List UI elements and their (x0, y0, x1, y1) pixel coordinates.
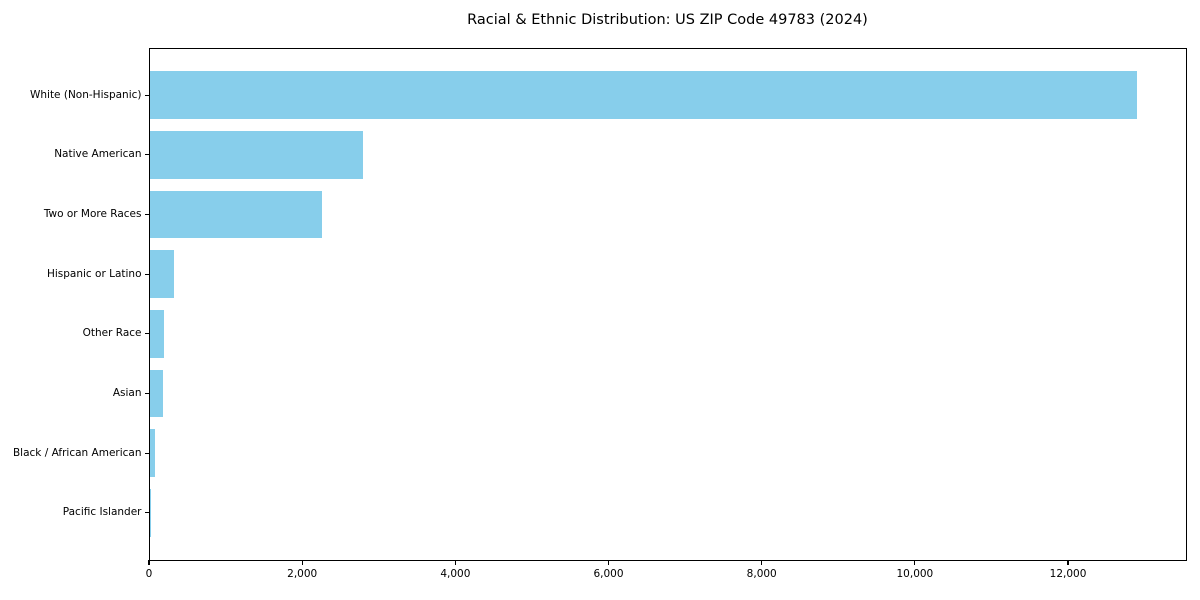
x-tick (301, 560, 303, 565)
bar (150, 489, 151, 537)
y-tick (144, 213, 149, 216)
bar (150, 250, 174, 299)
bar (150, 369, 163, 418)
x-tick-label: 6,000 (593, 568, 624, 580)
y-axis-label: Asian (112, 387, 142, 400)
x-tick (454, 560, 456, 565)
y-axis-label: Black / African American (12, 446, 142, 459)
y-tick (144, 94, 149, 96)
y-tick (144, 512, 149, 514)
x-tick-label: 12,000 (1049, 568, 1087, 580)
bar (150, 429, 155, 478)
x-tick-label: 10,000 (896, 568, 934, 580)
y-tick (144, 154, 149, 156)
y-axis-label: Native American (54, 148, 142, 161)
x-tick (761, 560, 763, 565)
x-tick-label: 4,000 (440, 568, 471, 580)
y-axis-label: Other Race (82, 327, 142, 340)
y-axis-label: White (Non-Hispanic) (29, 88, 142, 101)
x-tick (607, 560, 610, 565)
x-tick-label: 0 (145, 568, 153, 580)
chart-title: Racial & Ethnic Distribution: US ZIP Cod… (467, 12, 868, 28)
x-tick-label: 2,000 (287, 568, 318, 580)
y-tick (144, 273, 149, 275)
plot-area (149, 48, 1187, 561)
bar (150, 130, 363, 179)
y-tick (144, 333, 149, 335)
x-tick (148, 560, 150, 565)
y-axis-label: Two or More Races (43, 207, 142, 220)
bar (150, 309, 164, 358)
bar (150, 190, 323, 239)
y-tick (144, 452, 149, 454)
x-tick (1067, 560, 1069, 565)
y-tick (144, 392, 149, 395)
x-tick (914, 560, 916, 565)
x-tick-label: 8,000 (746, 568, 777, 580)
y-axis-label: Pacific Islander (62, 506, 142, 519)
y-axis-label: Hispanic or Latino (46, 267, 142, 280)
bar (150, 71, 1138, 119)
